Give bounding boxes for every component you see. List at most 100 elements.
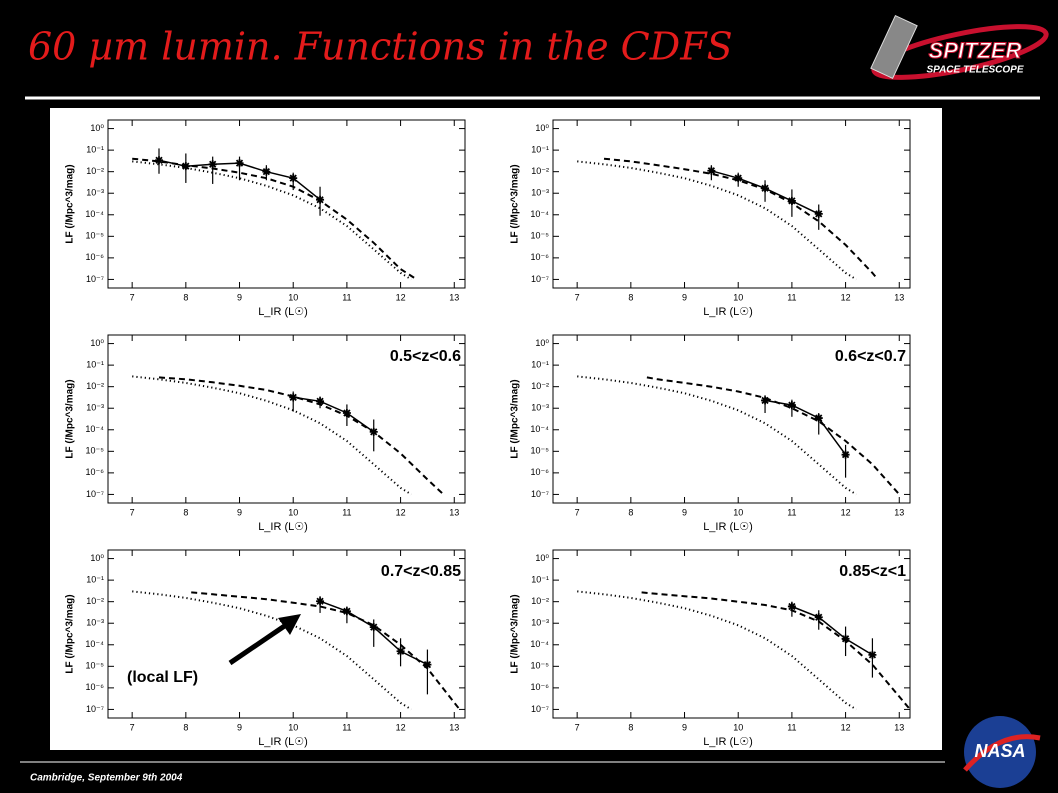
x-tick-label: 9 bbox=[682, 722, 687, 732]
logo-orbit bbox=[871, 24, 1049, 80]
x-axis-label: L_IR (L☉) bbox=[258, 521, 308, 533]
y-tick-label: 10⁻⁷ bbox=[86, 274, 104, 284]
x-axis-label: L_IR (L☉) bbox=[703, 306, 753, 318]
data-point bbox=[734, 174, 743, 183]
x-tick-label: 12 bbox=[841, 292, 851, 302]
data-point bbox=[235, 159, 244, 168]
y-tick-label: 10⁻⁵ bbox=[86, 661, 105, 671]
x-tick-label: 13 bbox=[894, 507, 904, 517]
chart: 10⁰ 10⁻¹ 10⁻² 10⁻³ 10⁻⁴ 10⁻⁵ 10⁻⁶ 10⁻⁷ 7 8 9 10 11 12… bbox=[510, 334, 911, 533]
x-tick-label: 7 bbox=[130, 722, 135, 732]
panel-title: 0.5<z<0.6 bbox=[390, 348, 461, 365]
x-tick-label: 8 bbox=[628, 507, 633, 517]
x-tick-label: 11 bbox=[787, 292, 796, 302]
nasa-vector bbox=[963, 734, 1041, 772]
data-point bbox=[289, 174, 298, 183]
y-tick-label: 10⁰ bbox=[90, 338, 104, 348]
panel-title: 0.85<z<1 bbox=[839, 563, 906, 580]
x-tick-label: 9 bbox=[237, 722, 242, 732]
nasa-logo: NASA bbox=[963, 716, 1041, 788]
plot-frame bbox=[107, 119, 466, 289]
x-tick-label: 13 bbox=[449, 722, 459, 732]
x-tick-label: 12 bbox=[396, 292, 406, 302]
y-tick-label: 10⁻⁶ bbox=[531, 252, 550, 262]
y-tick-label: 10⁻² bbox=[86, 381, 104, 391]
x-tick-label: 10 bbox=[733, 292, 743, 302]
y-tick-label: 10⁻¹ bbox=[531, 575, 549, 585]
plot-frame bbox=[552, 119, 911, 289]
x-tick-label: 11 bbox=[342, 722, 351, 732]
x-tick-label: 12 bbox=[841, 507, 851, 517]
x-tick-label: 12 bbox=[396, 722, 406, 732]
nasa-text: NASA bbox=[974, 741, 1025, 761]
y-tick-label: 10⁻⁴ bbox=[85, 424, 104, 434]
charts: 10⁰ 10⁻¹ 10⁻² 10⁻³ 10⁻⁴ 10⁻⁵ 10⁻⁶ 10⁻⁷ 7 8 9 10 11 12… bbox=[65, 119, 911, 748]
y-tick-label: 10⁻³ bbox=[86, 403, 104, 413]
series-line bbox=[191, 591, 461, 711]
y-tick-label: 10⁻³ bbox=[531, 188, 549, 198]
chart: 10⁰ 10⁻¹ 10⁻² 10⁻³ 10⁻⁴ 10⁻⁵ 10⁻⁶ 10⁻⁷ 7 8 9 10 11 12… bbox=[510, 549, 911, 748]
y-tick-label: 10⁻¹ bbox=[531, 360, 549, 370]
y-tick-label: 10⁻⁵ bbox=[531, 661, 550, 671]
y-tick-label: 10⁻⁵ bbox=[531, 231, 550, 241]
data-point bbox=[814, 414, 823, 423]
x-tick-label: 13 bbox=[449, 507, 459, 517]
x-tick-label: 13 bbox=[449, 292, 459, 302]
x-tick-label: 8 bbox=[628, 292, 633, 302]
series-line bbox=[646, 376, 901, 496]
data-point bbox=[761, 184, 770, 193]
x-tick-label: 10 bbox=[288, 507, 298, 517]
annotation-arrow bbox=[228, 622, 288, 666]
x-tick-label: 11 bbox=[787, 507, 796, 517]
plot-frame bbox=[552, 334, 911, 504]
y-axis-label: LF (/Mpc^3/mag) bbox=[65, 594, 76, 673]
y-tick-label: 10⁻³ bbox=[86, 188, 104, 198]
data-point bbox=[369, 623, 378, 632]
plot-frame bbox=[107, 549, 466, 719]
y-tick-label: 10⁻² bbox=[86, 596, 104, 606]
y-tick-label: 10⁻⁴ bbox=[530, 639, 549, 649]
figure-panel bbox=[50, 108, 942, 750]
series-line bbox=[158, 376, 445, 496]
y-tick-label: 10⁰ bbox=[90, 553, 104, 563]
y-tick-label: 10⁻⁶ bbox=[86, 467, 105, 477]
y-axis-label: LF (/Mpc^3/mag) bbox=[65, 379, 76, 458]
y-tick-label: 10⁻⁶ bbox=[531, 467, 550, 477]
x-tick-label: 9 bbox=[237, 507, 242, 517]
data-point bbox=[707, 166, 716, 175]
panel-title: 0.7<z<0.85 bbox=[381, 563, 461, 580]
y-tick-label: 10⁻¹ bbox=[86, 360, 104, 370]
x-tick-label: 9 bbox=[237, 292, 242, 302]
slide-title: 60 µm lumin. Functions in the CDFS bbox=[28, 25, 733, 69]
data-point bbox=[423, 660, 432, 669]
y-tick-label: 10⁻⁷ bbox=[531, 274, 549, 284]
x-tick-label: 9 bbox=[682, 507, 687, 517]
y-tick-label: 10⁻¹ bbox=[86, 575, 104, 585]
y-tick-label: 10⁻⁴ bbox=[530, 424, 549, 434]
data-point bbox=[787, 602, 796, 611]
chart: 10⁰ 10⁻¹ 10⁻² 10⁻³ 10⁻⁴ 10⁻⁵ 10⁻⁶ 10⁻⁷ 7 8 9 10 11 12… bbox=[65, 549, 466, 748]
data-point bbox=[761, 396, 770, 405]
data-point bbox=[262, 167, 271, 176]
data-point bbox=[342, 409, 351, 418]
y-axis-label: LF (/Mpc^3/mag) bbox=[510, 164, 521, 243]
x-tick-label: 12 bbox=[396, 507, 406, 517]
y-tick-label: 10⁻⁵ bbox=[86, 446, 105, 456]
x-axis-label: L_IR (L☉) bbox=[703, 521, 753, 533]
data-point bbox=[155, 156, 163, 165]
x-tick-label: 7 bbox=[575, 722, 580, 732]
series-line bbox=[603, 157, 879, 281]
logo-subtext: SPACE TELESCOPE bbox=[926, 65, 1023, 76]
x-tick-label: 11 bbox=[342, 507, 351, 517]
y-tick-label: 10⁻⁷ bbox=[531, 489, 549, 499]
data-point bbox=[316, 597, 325, 606]
x-tick-label: 7 bbox=[575, 292, 580, 302]
x-axis-label: L_IR (L☉) bbox=[703, 736, 753, 748]
x-tick-label: 13 bbox=[894, 292, 904, 302]
y-tick-label: 10⁰ bbox=[90, 123, 104, 133]
y-tick-label: 10⁻⁶ bbox=[531, 682, 550, 692]
x-tick-label: 7 bbox=[130, 292, 135, 302]
data-point bbox=[841, 634, 850, 643]
